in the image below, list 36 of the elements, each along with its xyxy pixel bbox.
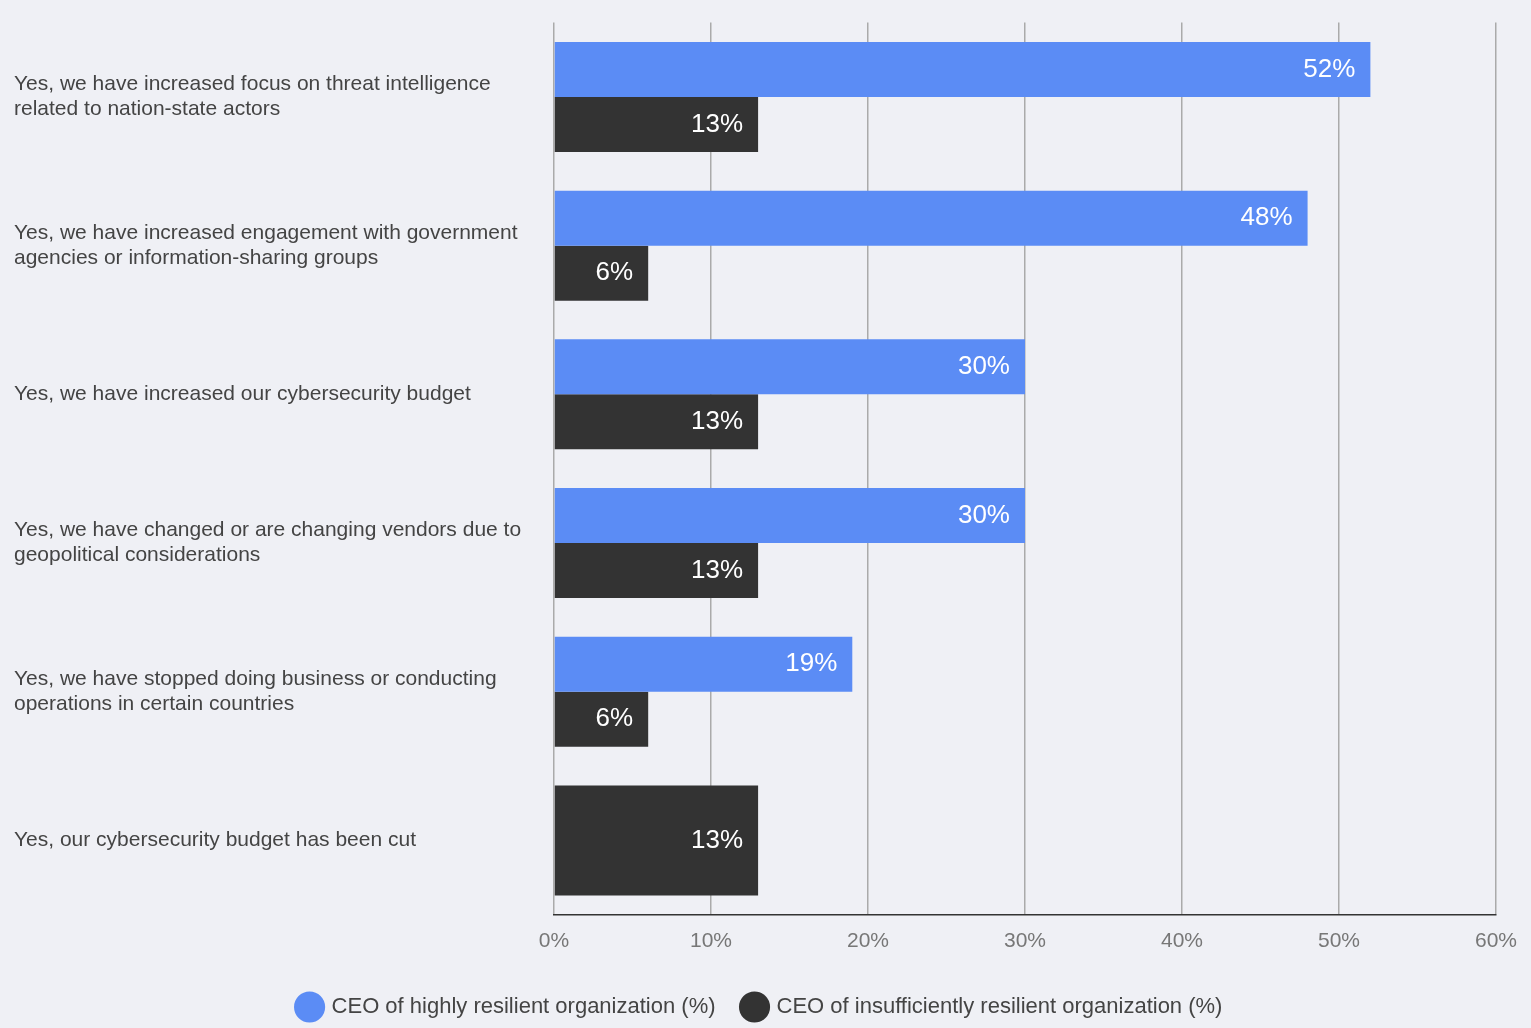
x-tick-label: 40% [1160,928,1204,952]
y-tick-label: Yes, we have increased our cybersecurity budget [14,381,471,405]
bar [554,543,759,599]
data-label: 13% [691,107,744,138]
bar [554,691,649,747]
x-tick-label: 30% [1003,928,1047,952]
bar [554,96,759,152]
y-tick-label: Yes, we have increased focus on threat intelligence related to nation-state actors [14,71,491,120]
y-tick-label: Yes, we have increased engagement with government agencies or information-sharing groups [14,219,518,269]
legend-label: CEO of insufficiently resilient organization (%) [776,993,1223,1019]
data-label: 30% [957,350,1010,381]
bar [554,190,1308,246]
x-tick-label: 60% [1474,928,1517,952]
data-label: 13% [691,823,744,854]
x-tick-label: 0% [538,928,570,952]
data-label: 52% [1303,52,1356,83]
bar [554,394,759,450]
data-label: 30% [957,498,1010,529]
bar [554,636,853,692]
data-label: 48% [1240,201,1293,232]
data-label: 6% [595,702,634,733]
legend-label: CEO of highly resilient organization (%) [331,993,716,1019]
y-tick-label: Yes, our cybersecurity budget has been cut [14,827,417,851]
bar [554,245,649,301]
data-label: 19% [785,647,838,678]
x-tick-label: 10% [689,928,733,952]
x-tick-label: 50% [1317,928,1360,952]
data-label: 13% [691,405,744,436]
x-tick-label: 20% [846,928,890,952]
bar [554,339,1025,395]
y-tick-label: Yes, we have stopped doing business or conducting operations in certain countries [14,665,497,715]
data-label: 6% [595,256,634,287]
bar [554,41,1371,97]
y-tick-label: Yes, we have changed or are changing vendors due to geopolitical considerations [14,517,522,566]
data-label: 13% [691,553,744,584]
bar [554,488,1025,544]
